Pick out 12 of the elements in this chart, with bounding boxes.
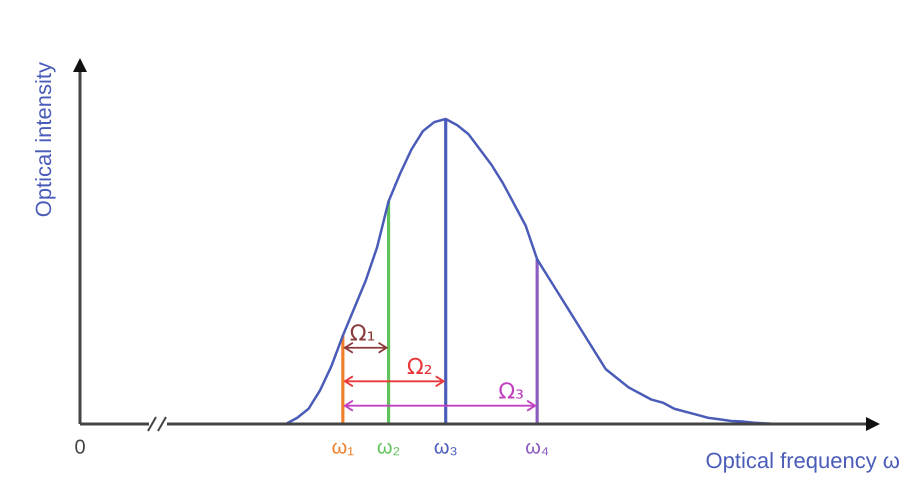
- x-tick-label: ω₃: [434, 436, 458, 459]
- bar: [536, 258, 539, 424]
- bar: [386, 201, 390, 424]
- x-tick-label: ω₂: [376, 436, 400, 459]
- y-axis-title: Optical intensity: [31, 62, 56, 218]
- x-tick-label: ω₁: [332, 436, 354, 459]
- annotation: Ω₁: [350, 321, 376, 346]
- x-tick-label: 0: [74, 436, 86, 459]
- annotation: Ω₂: [406, 355, 433, 380]
- annotation: Ω₃: [498, 379, 524, 404]
- x-tick-label: ω₄: [525, 436, 550, 459]
- x-axis-title: Optical frequency ω: [706, 448, 900, 474]
